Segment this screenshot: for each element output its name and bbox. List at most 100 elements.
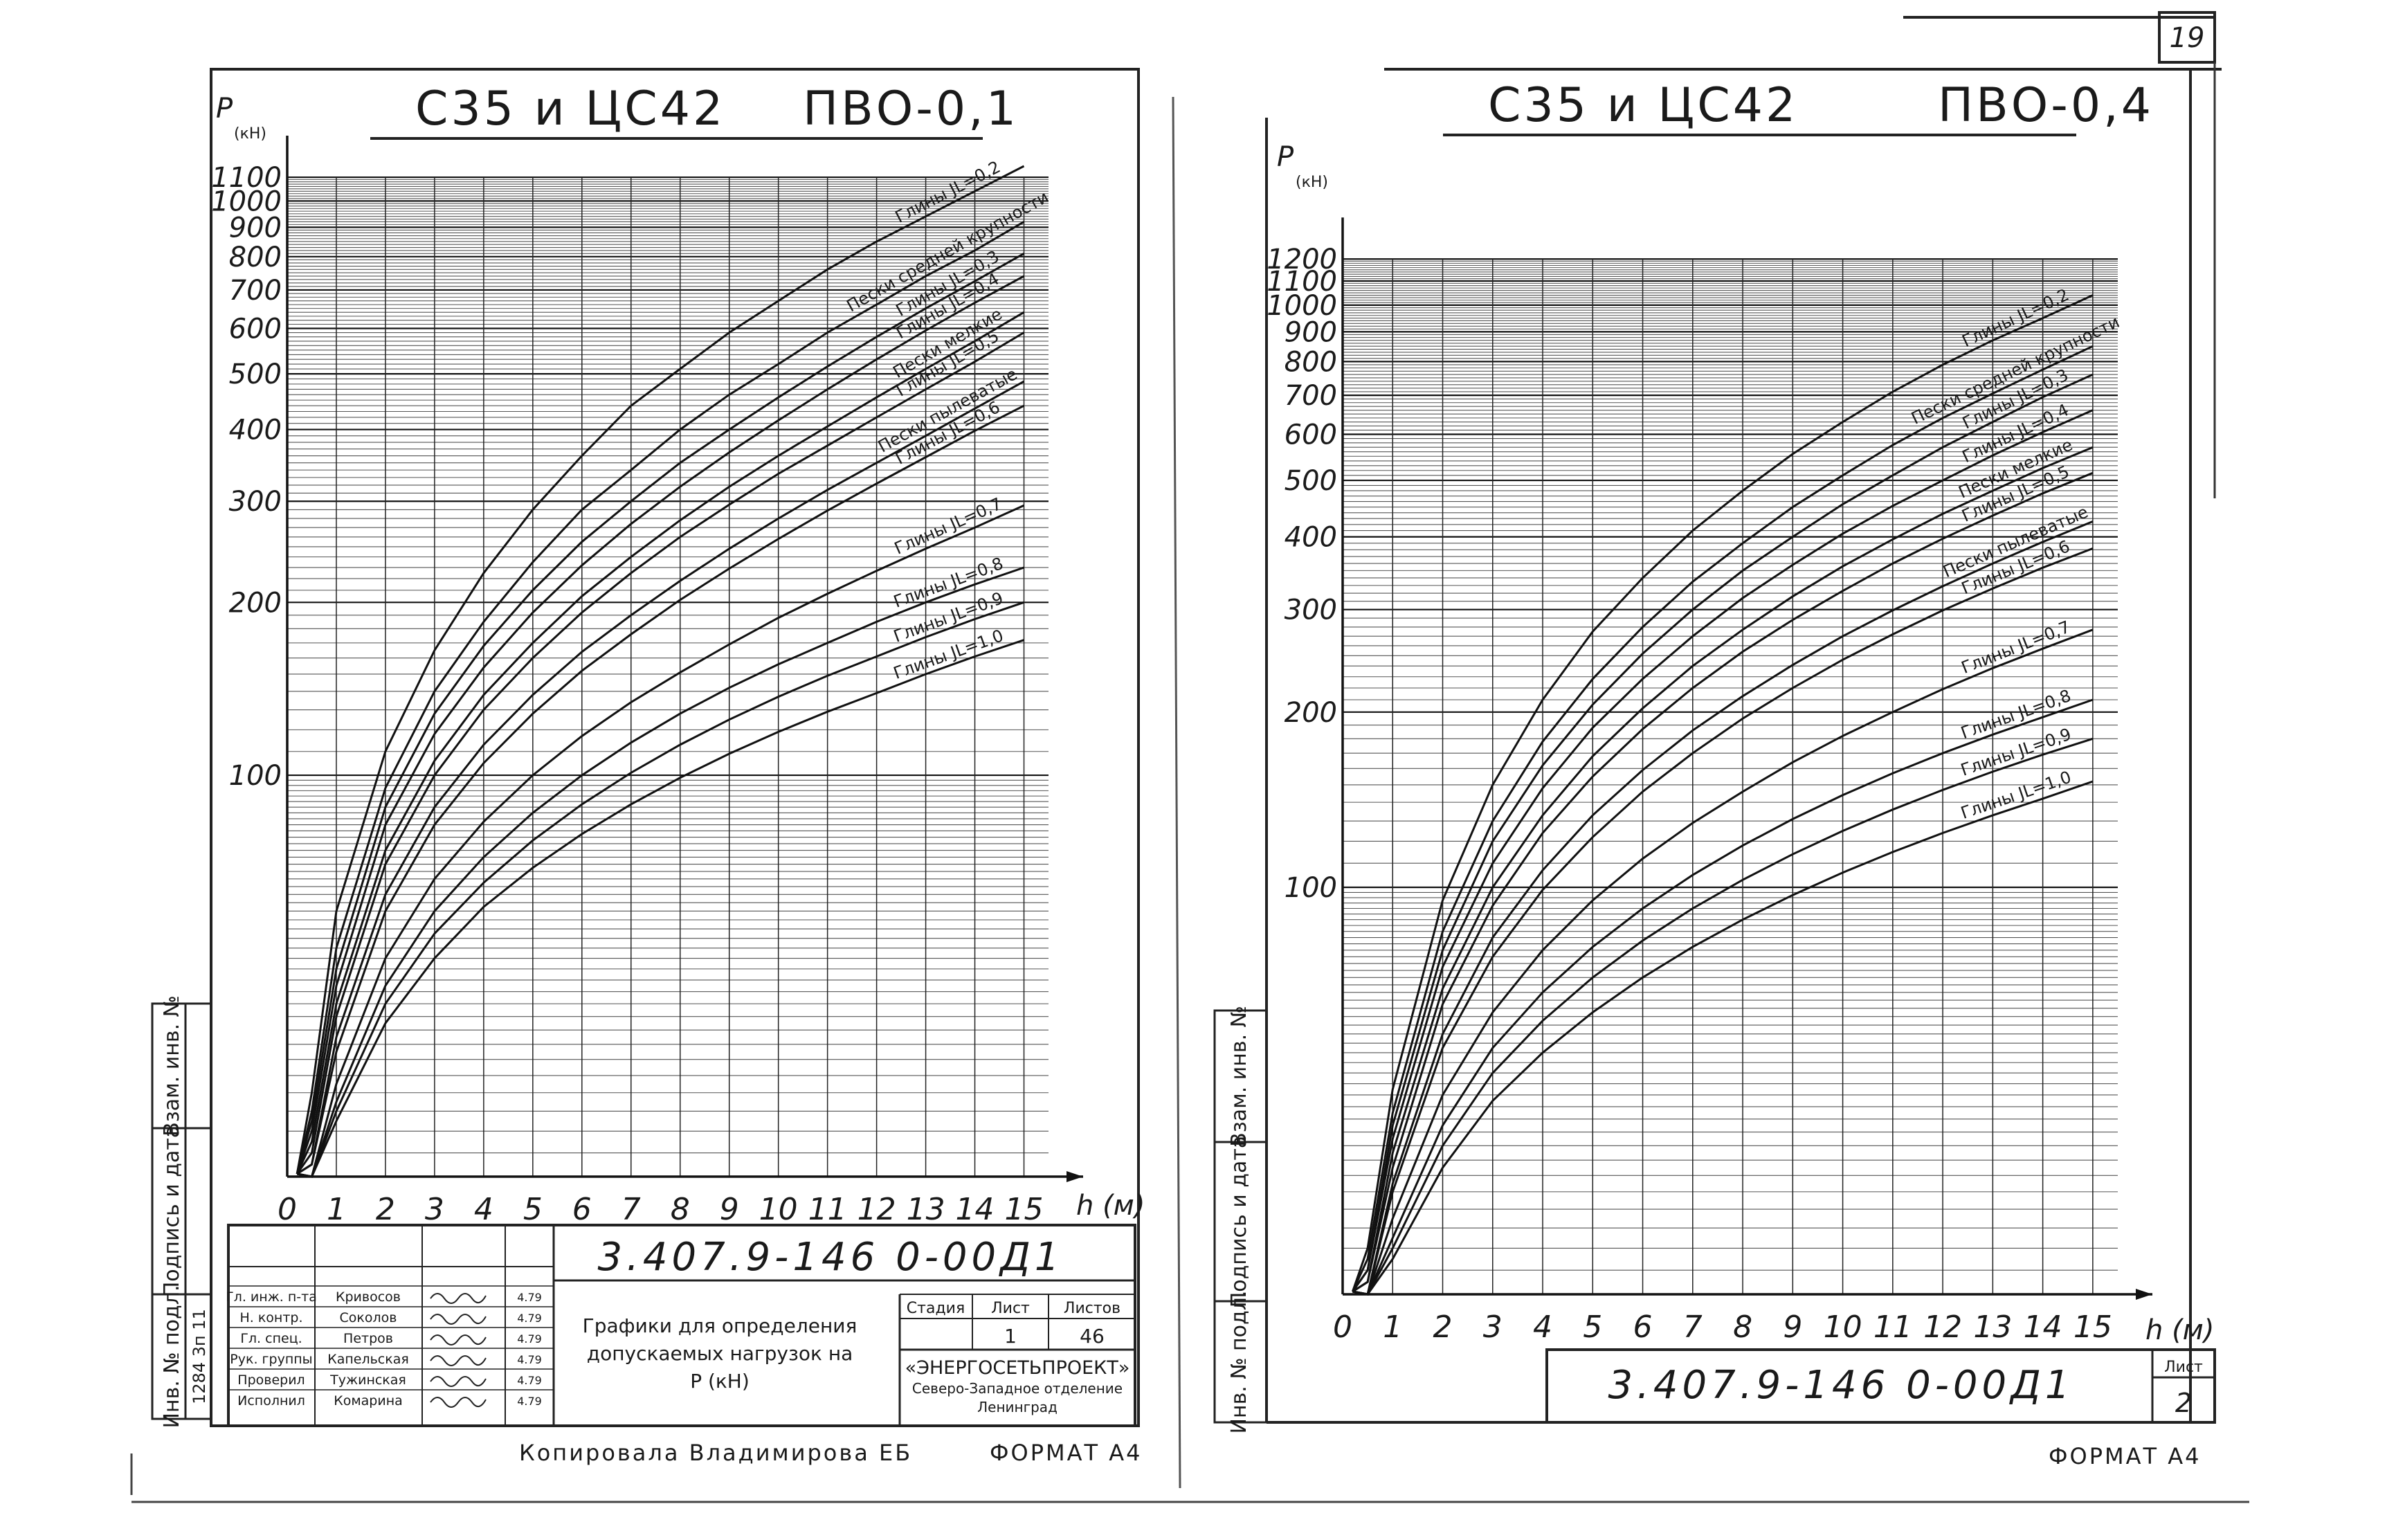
x-tick-label: 14 bbox=[956, 1192, 995, 1227]
y-tick-label: 400 bbox=[229, 415, 282, 446]
signature-role: Исполнил bbox=[237, 1393, 305, 1408]
left-chart-ylabel: P bbox=[216, 93, 233, 125]
series-line bbox=[296, 165, 1025, 1175]
signature-date: 4.79 bbox=[517, 1353, 542, 1366]
series-line bbox=[1352, 409, 2094, 1292]
x-axis-arrow bbox=[1067, 1171, 1083, 1182]
signature-role: Н. контр. bbox=[239, 1310, 302, 1325]
sheet-number: 19 bbox=[2170, 22, 2205, 54]
right-document-code: 3.407.9-146 0-00Д1 bbox=[1608, 1363, 2073, 1408]
x-tick-label: 3 bbox=[425, 1192, 444, 1227]
x-tick-label: 6 bbox=[1633, 1310, 1653, 1345]
left-side-stamp: Взам. инв. № Подпись и дата Инв. № подл.… bbox=[151, 995, 212, 1429]
series-line bbox=[1352, 628, 2094, 1296]
left-sheets-label: Листов bbox=[1064, 1300, 1120, 1317]
left-sheet-title-line3: Р (кН) bbox=[690, 1370, 750, 1393]
series-line bbox=[1352, 345, 2094, 1292]
y-tick-label: 400 bbox=[1285, 522, 1337, 554]
signature-name: Комарина bbox=[334, 1393, 403, 1408]
signature-date: 4.79 bbox=[517, 1332, 542, 1346]
series-line bbox=[296, 404, 1025, 1175]
right-stamp-podpis: Подпись и дата bbox=[1227, 1136, 1251, 1308]
left-inventory-number: 1284 3п 11 bbox=[190, 1309, 209, 1404]
series-line bbox=[296, 221, 1025, 1175]
y-tick-label: 300 bbox=[229, 486, 282, 518]
left-stamp-vzam: Взам. инв. № bbox=[160, 995, 184, 1136]
y-tick-label: 1100 bbox=[211, 162, 282, 194]
y-tick-label: 500 bbox=[1285, 465, 1337, 497]
series-line bbox=[1352, 294, 2094, 1292]
y-tick-label: 100 bbox=[1285, 872, 1337, 904]
y-tick-label: 1200 bbox=[1267, 244, 1337, 275]
left-organization: «ЭНЕРГОСЕТЬПРОЕКТ» bbox=[905, 1357, 1130, 1379]
signature-role: Рук. группы bbox=[230, 1352, 312, 1367]
x-tick-label: 5 bbox=[523, 1192, 543, 1227]
signature-date: 4.79 bbox=[517, 1395, 542, 1408]
left-sheet-value: 1 bbox=[1004, 1325, 1017, 1348]
series-line bbox=[296, 275, 1025, 1175]
x-tick-label: 8 bbox=[1733, 1310, 1752, 1345]
x-tick-label: 2 bbox=[376, 1192, 395, 1227]
x-axis-arrow bbox=[2136, 1289, 2152, 1300]
left-title-block: 3.407.9-146 0-00Д1 Гл. инж. п-та Кривосов… bbox=[226, 1224, 1136, 1427]
copied-by: Копировала Владимирова ЕБ bbox=[519, 1440, 912, 1466]
series-line bbox=[296, 332, 1025, 1175]
left-chart-xlabel: h (м) bbox=[1076, 1190, 1145, 1222]
left-sheet: С35 и ЦС42 ПВО-0,1 Взам. инв. № Подпись … bbox=[151, 68, 1145, 1466]
y-tick-label: 200 bbox=[1285, 697, 1337, 729]
signature-mark bbox=[430, 1397, 487, 1408]
x-tick-label: 15 bbox=[2073, 1310, 2112, 1345]
x-tick-label: 10 bbox=[759, 1192, 798, 1227]
right-chart-xlabel: h (м) bbox=[2145, 1314, 2214, 1346]
series-line bbox=[1352, 737, 2094, 1296]
left-title: С35 и ЦС42 bbox=[415, 82, 725, 136]
signature-name: Капельская bbox=[327, 1352, 409, 1367]
x-tick-label: 13 bbox=[907, 1192, 945, 1227]
y-tick-label: 800 bbox=[1285, 346, 1337, 378]
x-tick-label: 12 bbox=[857, 1192, 896, 1227]
right-sheet-value: 2 bbox=[2175, 1388, 2192, 1418]
x-tick-label: 5 bbox=[1583, 1310, 1602, 1345]
series-line bbox=[1352, 520, 2094, 1296]
y-tick-label: 700 bbox=[229, 275, 282, 307]
right-mode: ПВО-0,4 bbox=[1938, 78, 2154, 133]
x-tick-label: 11 bbox=[1873, 1310, 1912, 1345]
y-tick-label: 1100 bbox=[1267, 266, 1337, 298]
y-tick-label: 600 bbox=[229, 313, 282, 345]
right-chart-ylabel: P bbox=[1277, 141, 1294, 173]
right-title: С35 и ЦС42 bbox=[1488, 78, 1798, 133]
left-stamp-inv: Инв. № подл. bbox=[160, 1285, 184, 1429]
x-tick-label: 1 bbox=[327, 1192, 346, 1227]
y-tick-label: 200 bbox=[229, 587, 282, 619]
right-sheet: С35 и ЦС42 ПВО-0,4 Взам. инв. № Подпись … bbox=[1213, 62, 2222, 1469]
signature-mark bbox=[430, 1314, 487, 1325]
right-title-block: 3.407.9-146 0-00Д1 Лист 2 bbox=[1545, 1348, 2216, 1424]
x-tick-label: 6 bbox=[572, 1192, 592, 1227]
signature-role: Гл. спец. bbox=[240, 1331, 302, 1346]
x-tick-label: 9 bbox=[1783, 1310, 1802, 1345]
left-stamp-podpis: Подпись и дата bbox=[160, 1125, 184, 1298]
left-sheet-title-line1: Графики для определения bbox=[583, 1314, 857, 1337]
series-line bbox=[1352, 373, 2094, 1292]
x-tick-label: 0 bbox=[278, 1192, 297, 1227]
y-tick-label: 300 bbox=[1285, 595, 1337, 626]
y-tick-label: 1000 bbox=[211, 185, 282, 217]
signature-date: 4.79 bbox=[517, 1312, 542, 1325]
x-tick-label: 14 bbox=[2024, 1310, 2062, 1345]
x-tick-label: 11 bbox=[808, 1192, 847, 1227]
x-tick-label: 4 bbox=[474, 1192, 493, 1227]
signature-mark bbox=[430, 1376, 487, 1387]
right-stamp-inv: Инв. № подл. bbox=[1227, 1291, 1251, 1434]
right-side-stamp: Взам. инв. № Подпись и дата Инв. № подл. bbox=[1213, 1006, 1268, 1434]
series-line bbox=[1352, 547, 2094, 1296]
format-right: ФОРМАТ А4 bbox=[2049, 1443, 2202, 1469]
x-tick-label: 1 bbox=[1383, 1310, 1402, 1345]
signature-mark bbox=[430, 1334, 487, 1346]
signature-date: 4.79 bbox=[517, 1291, 542, 1304]
series-label: Глины JL=0,7 bbox=[1959, 617, 2073, 678]
x-tick-label: 15 bbox=[1005, 1192, 1044, 1227]
y-tick-label: 700 bbox=[1285, 380, 1337, 412]
series-line bbox=[296, 639, 1024, 1178]
